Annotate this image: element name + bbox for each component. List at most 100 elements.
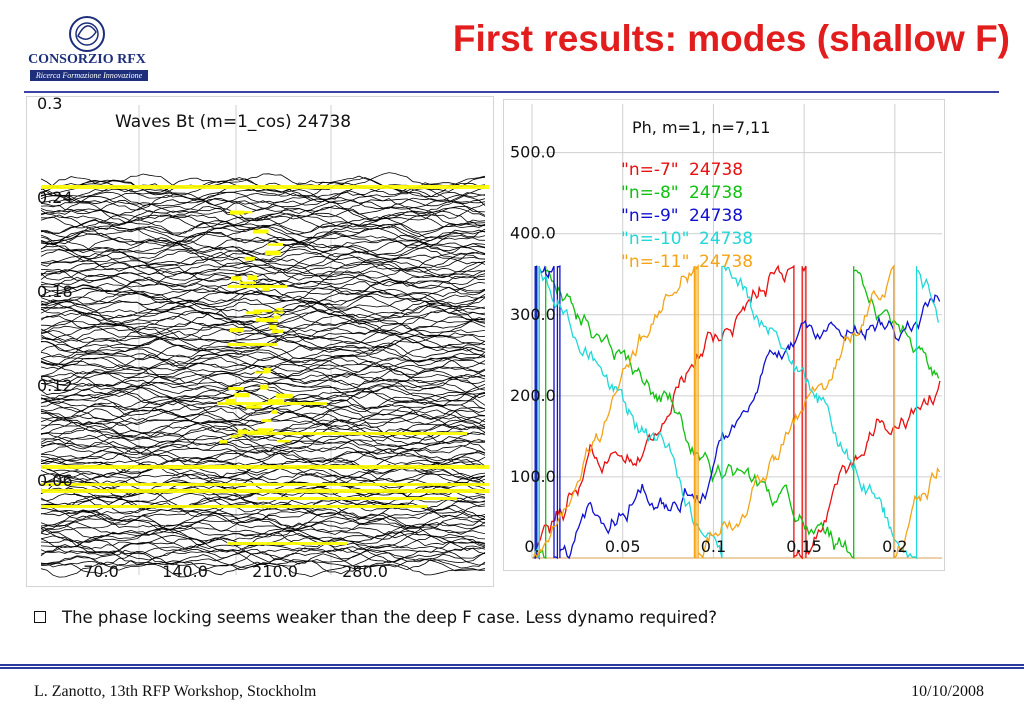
highlight-mark <box>247 275 258 281</box>
waterfall-trace <box>40 188 486 206</box>
x-tick-label: 0.1 <box>701 537 726 556</box>
x-tick-label: 0.05 <box>605 537 641 556</box>
series-line <box>533 263 941 559</box>
highlight-mark <box>238 281 257 285</box>
legend-entry-name: "n=-8" <box>621 183 679 203</box>
highlight-mark <box>265 250 281 256</box>
bullet-text: The phase locking seems weaker than the … <box>62 608 718 627</box>
waterfall-trace <box>40 249 486 268</box>
legend-entry-number: 24738 <box>689 183 743 203</box>
waterfall-trace <box>40 376 486 396</box>
waterfall-trace <box>40 223 486 239</box>
legend: "n=-7" 24738"n=-8" 24738"n=-9" 24738"n=-10"… <box>621 160 753 272</box>
highlight-band <box>41 465 489 469</box>
waterfall-trace <box>40 325 486 344</box>
waterfall-trace <box>40 307 486 326</box>
chart-title: Waves Bt (m=1_cos) 24738 <box>115 112 351 132</box>
waterfall-trace <box>40 387 486 405</box>
x-tick-label: 210.0 <box>252 562 298 581</box>
highlight-mark <box>276 307 283 311</box>
highlight-mark <box>253 309 272 313</box>
waterfall-trace <box>40 442 486 461</box>
y-tick-label: 0.12 <box>37 376 73 395</box>
waterfall-trace <box>40 263 486 281</box>
waterfall-trace <box>40 402 486 420</box>
logo-tagline: Ricerca Formazione Innovazione <box>30 70 148 81</box>
highlight-mark <box>262 287 270 291</box>
waterfall-trace <box>40 346 486 365</box>
waterfall-trace <box>40 318 486 336</box>
legend-entry-name: "n=-7" <box>621 160 679 180</box>
waterfall-trace <box>40 211 486 229</box>
highlight-mark <box>275 393 285 399</box>
waterfall-trace <box>40 214 486 231</box>
waterfall-trace <box>40 189 486 207</box>
waterfall-trace <box>40 504 486 524</box>
waterfall-trace <box>40 518 486 536</box>
highlight-mark <box>249 430 267 434</box>
waterfall-trace <box>40 352 486 370</box>
waterfall-trace <box>40 195 486 214</box>
highlight-mark <box>267 399 285 404</box>
waterfall-trace <box>40 231 486 249</box>
legend-entry-name: "n=-10" <box>621 229 689 249</box>
waterfall-trace <box>40 487 486 505</box>
legend-entry-number: 24738 <box>699 229 753 249</box>
highlight-mark <box>267 243 281 246</box>
highlight-mark <box>228 386 244 390</box>
waterfall-trace <box>40 471 486 488</box>
waterfall-trace <box>40 261 486 278</box>
waterfall-trace <box>40 192 486 211</box>
waterfall-trace <box>40 334 486 352</box>
footer-author: L. Zanotto, 13th RFP Workshop, Stockholm <box>34 683 317 700</box>
y-tick-label: 0.06 <box>37 471 73 490</box>
highlight-band <box>227 343 277 346</box>
highlight-band <box>41 505 427 508</box>
highlight-mark <box>246 405 262 409</box>
highlight-band <box>257 497 457 500</box>
chart-title: Ph, m=1, n=7,11 <box>632 118 770 137</box>
highlight-mark <box>230 435 237 438</box>
waterfall-trace <box>40 300 486 318</box>
x-tick-label: 280.0 <box>342 562 388 581</box>
y-tick-label: 0.18 <box>37 282 73 301</box>
waterfall-trace <box>40 289 486 305</box>
waves-waterfall-chart: 0.3 0.24 0.18 0.12 0.06 70.0 140.0 210.0 280.0 Wa… <box>26 94 494 587</box>
highlight-mark <box>276 439 291 443</box>
highlight-mark <box>260 319 278 323</box>
footer-date: 10/10/2008 <box>911 683 984 700</box>
waterfall-trace <box>40 524 486 544</box>
x-tick-label: 0.2 <box>882 537 907 556</box>
highlight-band <box>41 489 489 493</box>
legend-entry-name: "n=-11" <box>621 252 689 272</box>
highlight-band <box>247 432 467 435</box>
y-tick-label: 0.24 <box>37 188 73 207</box>
y-tick-label: 400.0 <box>510 224 556 243</box>
phase-line-chart: 500.0 400.0 300.0 200.0 100.0 0. 0.05 0.1 0.15 0.… <box>503 99 945 571</box>
series-line <box>533 265 941 560</box>
logo-emblem-icon <box>69 16 105 52</box>
waterfall-trace <box>40 431 486 449</box>
waterfall-trace <box>40 413 486 433</box>
highlight-mark <box>272 311 284 314</box>
waterfall-trace <box>40 452 486 470</box>
waterfall-trace <box>40 538 486 555</box>
waterfall-trace <box>40 241 486 260</box>
highlight-mark <box>257 428 274 432</box>
highlight-mark <box>229 327 244 333</box>
waterfall-trace <box>40 509 486 529</box>
waterfall-trace <box>40 399 486 416</box>
waterfall-trace <box>40 226 486 243</box>
waterfall-trace <box>40 338 486 356</box>
waterfall-trace <box>40 406 486 425</box>
waterfall-trace <box>40 450 486 469</box>
checkbox-bullet-icon <box>34 611 46 623</box>
series-line <box>533 265 940 560</box>
x-tick-label: 70.0 <box>83 562 119 581</box>
series-line <box>533 264 941 560</box>
highlight-mark <box>237 429 249 434</box>
waterfall-trace <box>40 370 486 388</box>
waterfall-trace <box>40 234 486 253</box>
highlight-mark <box>252 229 269 234</box>
waterfall-trace <box>40 258 486 275</box>
